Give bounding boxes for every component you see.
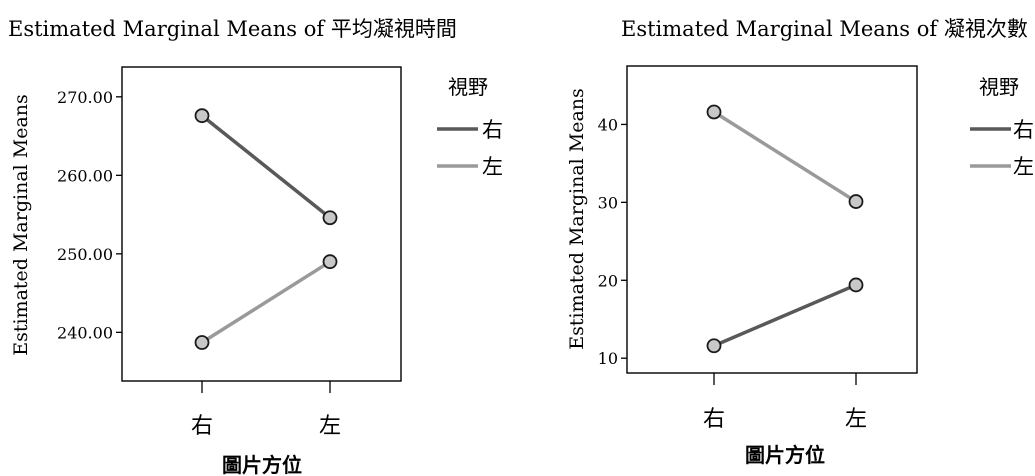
chart-1: Estimated Marginal Means of 平均凝視時間 Estim…: [8, 17, 503, 476]
chart-1-x-axis-label: 圖片方位: [222, 453, 302, 476]
chart-2-x-tick-label: 右: [703, 407, 725, 432]
chart-2-y-tick-label: 10: [598, 349, 618, 368]
chart-2-axes: 10 20 30 40 右 左: [598, 115, 867, 432]
chart-1-legend: 視野 右 左: [437, 75, 503, 179]
chart-2-plot-frame: [626, 65, 918, 374]
chart-1-data-point: [194, 335, 210, 350]
chart-2-x-axis-label: 圖片方位: [745, 443, 825, 467]
chart-1-data-point: [194, 108, 210, 124]
chart-1-y-axis-label: Estimated Marginal Means: [10, 94, 32, 356]
chart-2-legend: 視野 右 左: [970, 75, 1034, 179]
chart-2-x-tick-label: 左: [845, 407, 867, 432]
chart-2-y-tick-label: 20: [598, 271, 618, 290]
chart-2: Estimated Marginal Means of 凝視次數 Estimat…: [566, 17, 1034, 467]
chart-2-series-line-left: [713, 110, 857, 204]
chart-1-axes: 240.00 250.00 260.00 270.00 右 左: [57, 88, 341, 439]
chart-1-series-line-left: [201, 260, 331, 345]
chart-2-series: [706, 104, 864, 354]
chart-2-legend-label-right: 右: [1013, 118, 1034, 142]
chart-1-y-tick-label: 260.00: [57, 166, 113, 185]
chart-1-x-tick-label: 左: [319, 414, 341, 439]
chart-2-y-axis-label: Estimated Marginal Means: [566, 88, 588, 350]
chart-1-y-tick-label: 270.00: [57, 88, 113, 107]
chart-1-legend-label-left: 左: [482, 155, 503, 179]
chart-1-x-tick-label: 右: [191, 414, 213, 439]
chart-1-data-point: [322, 210, 338, 226]
chart-2-data-point: [848, 277, 864, 293]
chart-1-plot-frame: [121, 66, 402, 382]
chart-2-series-line-right: [713, 283, 857, 348]
chart-1-y-tick-label: 250.00: [57, 245, 113, 264]
chart-2-title: Estimated Marginal Means of 凝視次數: [621, 17, 1028, 41]
chart-1-series-line-right: [200, 114, 332, 220]
chart-2-data-point: [706, 338, 722, 354]
chart-1-legend-label-right: 右: [482, 118, 503, 142]
chart-2-y-tick-label: 40: [598, 115, 618, 134]
chart-1-data-point: [322, 254, 338, 270]
chart-2-legend-title: 視野: [979, 75, 1019, 99]
chart-1-legend-title: 視野: [448, 75, 488, 99]
chart-1-series: [194, 108, 338, 350]
chart-2-data-point: [706, 104, 722, 120]
chart-1-y-tick-label: 240.00: [57, 323, 113, 342]
chart-2-legend-label-left: 左: [1013, 155, 1034, 179]
chart-2-y-tick-label: 30: [598, 193, 618, 212]
chart-1-title: Estimated Marginal Means of 平均凝視時間: [8, 17, 457, 41]
chart-2-data-point: [848, 194, 864, 209]
